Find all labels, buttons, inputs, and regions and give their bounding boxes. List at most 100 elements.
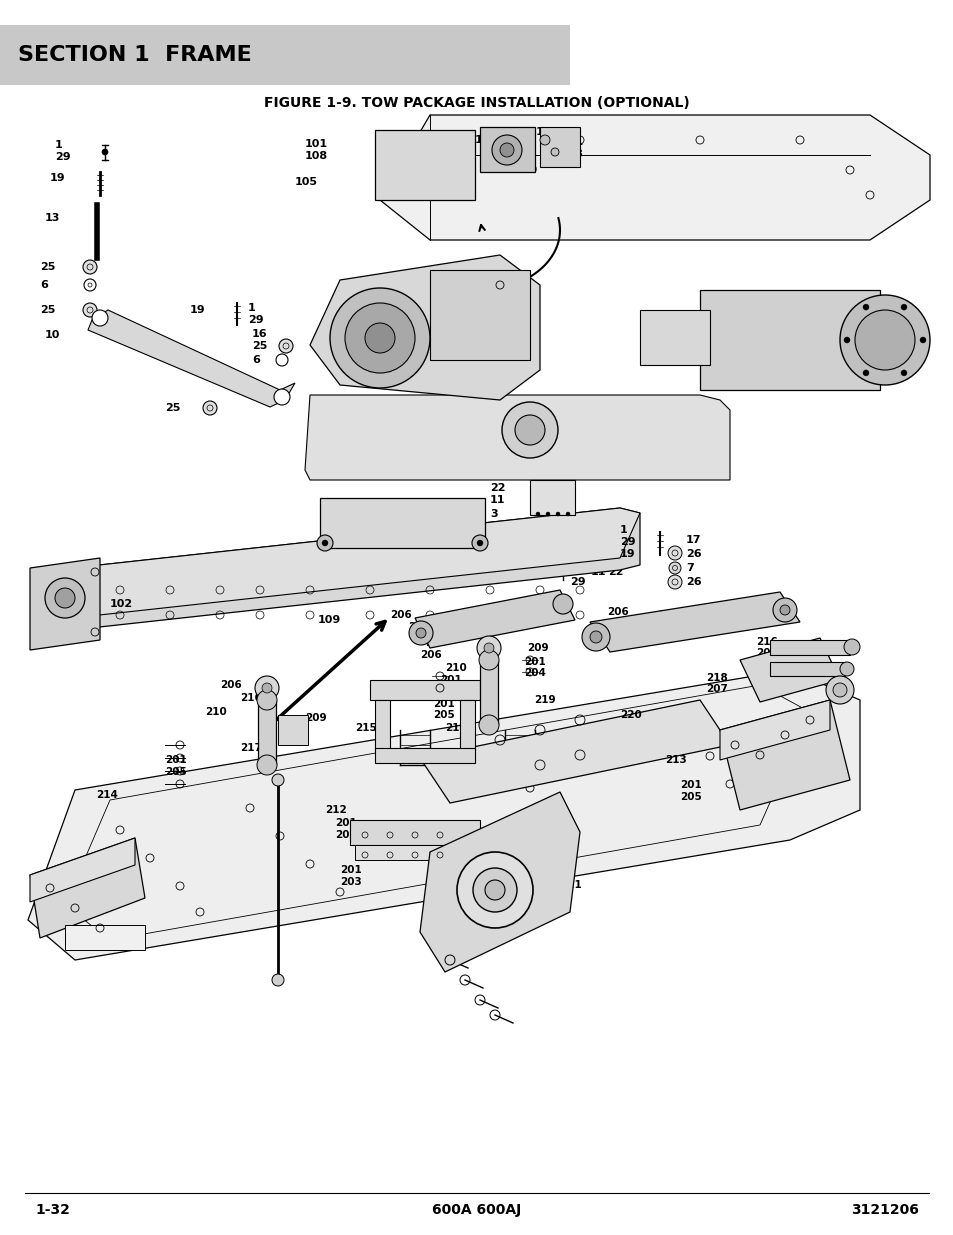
Text: SECTION 1  FRAME: SECTION 1 FRAME bbox=[18, 44, 252, 65]
Polygon shape bbox=[419, 700, 729, 803]
Polygon shape bbox=[71, 508, 639, 618]
Circle shape bbox=[900, 370, 906, 375]
Text: 205: 205 bbox=[165, 767, 187, 777]
Circle shape bbox=[840, 662, 853, 676]
Bar bbox=[769, 640, 849, 655]
Circle shape bbox=[780, 605, 789, 615]
Text: 211: 211 bbox=[769, 601, 791, 613]
Text: 22: 22 bbox=[490, 483, 505, 493]
Text: 111: 111 bbox=[536, 127, 558, 137]
Bar bbox=[479, 659, 497, 725]
Circle shape bbox=[256, 755, 276, 776]
Text: 201: 201 bbox=[679, 781, 701, 790]
Text: FIGURE 1-9. TOW PACKAGE INSTALLATION (OPTIONAL): FIGURE 1-9. TOW PACKAGE INSTALLATION (OP… bbox=[264, 96, 689, 110]
Text: 6: 6 bbox=[252, 354, 259, 366]
Circle shape bbox=[55, 588, 75, 608]
Circle shape bbox=[501, 403, 558, 458]
Circle shape bbox=[478, 715, 498, 735]
Circle shape bbox=[553, 594, 573, 614]
Text: 201: 201 bbox=[339, 864, 361, 876]
Circle shape bbox=[668, 562, 680, 574]
Circle shape bbox=[476, 540, 482, 546]
Text: 6: 6 bbox=[40, 280, 48, 290]
Text: 221: 221 bbox=[559, 881, 581, 890]
Bar bbox=[370, 680, 479, 700]
Circle shape bbox=[496, 282, 503, 289]
Circle shape bbox=[330, 288, 430, 388]
Bar bbox=[769, 662, 844, 676]
Text: 105: 105 bbox=[294, 177, 317, 186]
Polygon shape bbox=[379, 115, 929, 240]
Text: 16: 16 bbox=[252, 329, 268, 338]
Circle shape bbox=[476, 636, 500, 659]
Polygon shape bbox=[305, 395, 729, 480]
Circle shape bbox=[45, 578, 85, 618]
Text: 216: 216 bbox=[755, 663, 777, 673]
Circle shape bbox=[473, 868, 517, 911]
Circle shape bbox=[478, 650, 498, 671]
Circle shape bbox=[832, 683, 846, 697]
Text: 25: 25 bbox=[252, 341, 267, 351]
Circle shape bbox=[91, 310, 108, 326]
Polygon shape bbox=[30, 839, 145, 939]
Text: 206: 206 bbox=[390, 610, 412, 620]
Circle shape bbox=[581, 622, 609, 651]
Circle shape bbox=[667, 546, 681, 559]
Circle shape bbox=[272, 974, 284, 986]
Text: 212: 212 bbox=[325, 805, 346, 815]
Circle shape bbox=[472, 535, 488, 551]
Text: 219: 219 bbox=[444, 722, 466, 734]
Circle shape bbox=[365, 324, 395, 353]
Text: 25: 25 bbox=[40, 262, 55, 272]
Text: 201: 201 bbox=[439, 676, 461, 685]
Circle shape bbox=[256, 690, 276, 710]
Circle shape bbox=[862, 304, 868, 310]
Text: 3121206: 3121206 bbox=[850, 1203, 918, 1216]
Text: 29: 29 bbox=[248, 315, 263, 325]
Circle shape bbox=[345, 303, 415, 373]
Text: 11: 11 bbox=[490, 495, 505, 505]
Polygon shape bbox=[720, 700, 829, 760]
Text: 1-32: 1-32 bbox=[35, 1203, 70, 1216]
Circle shape bbox=[484, 881, 504, 900]
Text: 201: 201 bbox=[335, 818, 356, 827]
Polygon shape bbox=[419, 792, 579, 972]
Text: 600A 600AJ: 600A 600AJ bbox=[432, 1203, 521, 1216]
Circle shape bbox=[278, 338, 293, 353]
Polygon shape bbox=[415, 590, 575, 648]
Text: 17: 17 bbox=[685, 535, 700, 545]
Circle shape bbox=[843, 337, 849, 343]
Circle shape bbox=[322, 540, 328, 546]
Circle shape bbox=[316, 535, 333, 551]
Circle shape bbox=[854, 310, 914, 370]
Text: 26: 26 bbox=[685, 550, 700, 559]
Text: 107: 107 bbox=[475, 135, 497, 144]
Polygon shape bbox=[589, 592, 800, 652]
Text: 108: 108 bbox=[305, 151, 328, 161]
Text: 29: 29 bbox=[619, 537, 635, 547]
Circle shape bbox=[539, 135, 550, 144]
Text: 1: 1 bbox=[619, 525, 627, 535]
Text: 202: 202 bbox=[388, 839, 410, 848]
Text: 101: 101 bbox=[560, 137, 583, 147]
Circle shape bbox=[536, 513, 539, 516]
Text: 201: 201 bbox=[523, 657, 545, 667]
Circle shape bbox=[203, 401, 216, 415]
Circle shape bbox=[667, 576, 681, 589]
Bar bbox=[257, 700, 275, 764]
Circle shape bbox=[515, 415, 544, 445]
Polygon shape bbox=[30, 558, 100, 650]
Text: 102: 102 bbox=[110, 599, 133, 609]
Circle shape bbox=[274, 389, 290, 405]
Circle shape bbox=[83, 303, 97, 317]
Text: 219: 219 bbox=[534, 695, 555, 705]
Bar bbox=[375, 748, 475, 763]
Circle shape bbox=[254, 676, 278, 700]
Bar bbox=[375, 700, 390, 750]
Bar bbox=[375, 130, 475, 200]
Circle shape bbox=[919, 337, 925, 343]
Text: 205: 205 bbox=[679, 792, 701, 802]
Text: 109: 109 bbox=[317, 615, 341, 625]
Circle shape bbox=[409, 621, 433, 645]
Circle shape bbox=[840, 295, 929, 385]
